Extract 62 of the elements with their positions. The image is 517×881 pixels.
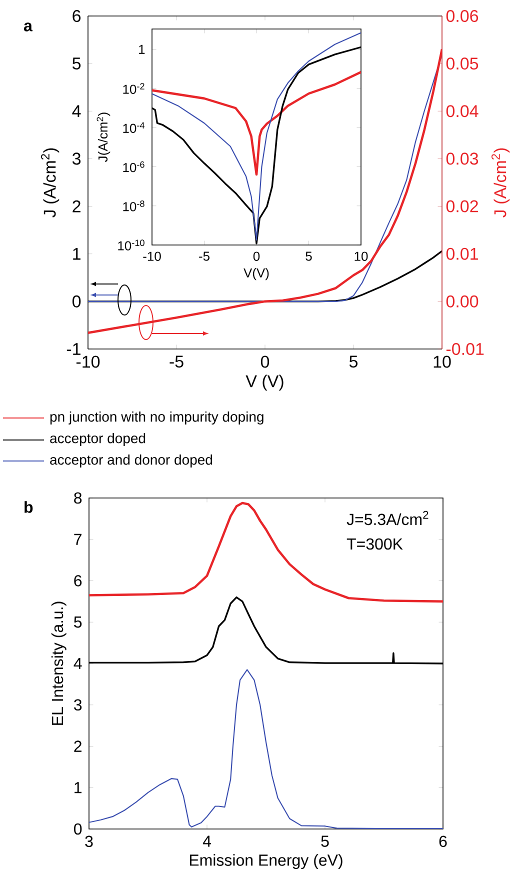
x-tick-label: 0	[253, 252, 260, 261]
annotation: J=5.3A/cm$^{2}$	[346, 510, 428, 526]
x-tick-label: 5	[349, 356, 358, 368]
y2-tick-label: 0.06	[446, 10, 478, 22]
y-tick-label: 1	[73, 248, 80, 260]
x-tick-label: -10	[143, 252, 161, 261]
y-tick-label: 1	[139, 44, 145, 54]
annotation: T=300K	[346, 538, 403, 550]
y2-tick-label: 0.05	[446, 58, 478, 70]
y-axis-title: J (A/cm$^{2}$)	[41, 148, 60, 218]
y2-tick-label: 0.04	[446, 105, 478, 118]
y-tick-label: 10$^{-4}$	[123, 122, 145, 133]
x-axis-title: Emission Energy (eV)	[190, 854, 342, 870]
x-axis-title: V(V)	[244, 268, 269, 280]
x-tick-label: 5	[306, 252, 312, 261]
x-tick-label: -10	[76, 356, 100, 368]
chart-title: b	[24, 501, 33, 513]
y-tick-label: 2	[72, 200, 80, 212]
y-tick-label: 10$^{-10}$	[118, 240, 144, 250]
y-tick-label: 10$^{-8}$	[123, 200, 144, 212]
y-tick-label: 4	[72, 105, 81, 117]
x-tick-label: 4	[202, 836, 211, 847]
line-series	[89, 502, 444, 603]
y-tick-label: 6	[72, 10, 81, 22]
y2-axis-title: J (A/cm$^{2}$)	[492, 148, 510, 218]
x-tick-label: 10	[434, 356, 451, 368]
x-axis-title: V (V)	[246, 374, 284, 391]
y2-tick-label: -0.01	[446, 342, 484, 356]
y-tick-label: 0	[72, 295, 81, 308]
legend-label: pn junction with no impurity doping	[50, 411, 264, 425]
y-tick-label: 3	[74, 699, 82, 711]
legend-label: acceptor and donor doped	[50, 454, 212, 468]
y2-tick-label: 0.03	[446, 152, 478, 165]
y-tick-label: 7	[74, 534, 82, 545]
legend-label: acceptor doped	[50, 432, 146, 446]
y-tick-label: 2	[74, 740, 82, 752]
y-axis-title: J(A/cm$^{2}$)	[96, 112, 110, 162]
x-tick-label: 5	[321, 836, 329, 847]
chart-title: a	[24, 22, 33, 32]
y-tick-label: 4	[74, 658, 82, 670]
y-tick-label: 5	[74, 616, 82, 628]
line-series	[152, 70, 361, 176]
y-axis-title: EL Intensity (a.u.)	[51, 602, 66, 725]
y2-tick-label: 0.01	[446, 248, 478, 260]
y-tick-label: 3	[72, 152, 81, 165]
y-tick-label: 1	[74, 782, 82, 794]
y2-tick-label: 0.00	[446, 295, 478, 308]
x-tick-label: 6	[439, 836, 447, 848]
x-tick-label: -5	[170, 356, 184, 368]
line-series	[89, 669, 444, 829]
x-tick-label: 3	[85, 836, 93, 848]
y-tick-label: 6	[74, 575, 82, 586]
y-tick-label: -1	[66, 343, 80, 355]
y-tick-label: 10$^{-6}$	[123, 161, 144, 172]
y-tick-label: 5	[72, 58, 81, 70]
y-tick-label: 8	[74, 492, 82, 504]
y2-tick-label: 0.02	[446, 200, 478, 212]
y-tick-label: 0	[74, 823, 82, 835]
x-tick-label: -5	[199, 252, 210, 261]
x-tick-label: 0	[260, 356, 270, 368]
x-tick-label: 10	[354, 252, 368, 261]
y-tick-label: 10$^{-2}$	[123, 83, 144, 94]
